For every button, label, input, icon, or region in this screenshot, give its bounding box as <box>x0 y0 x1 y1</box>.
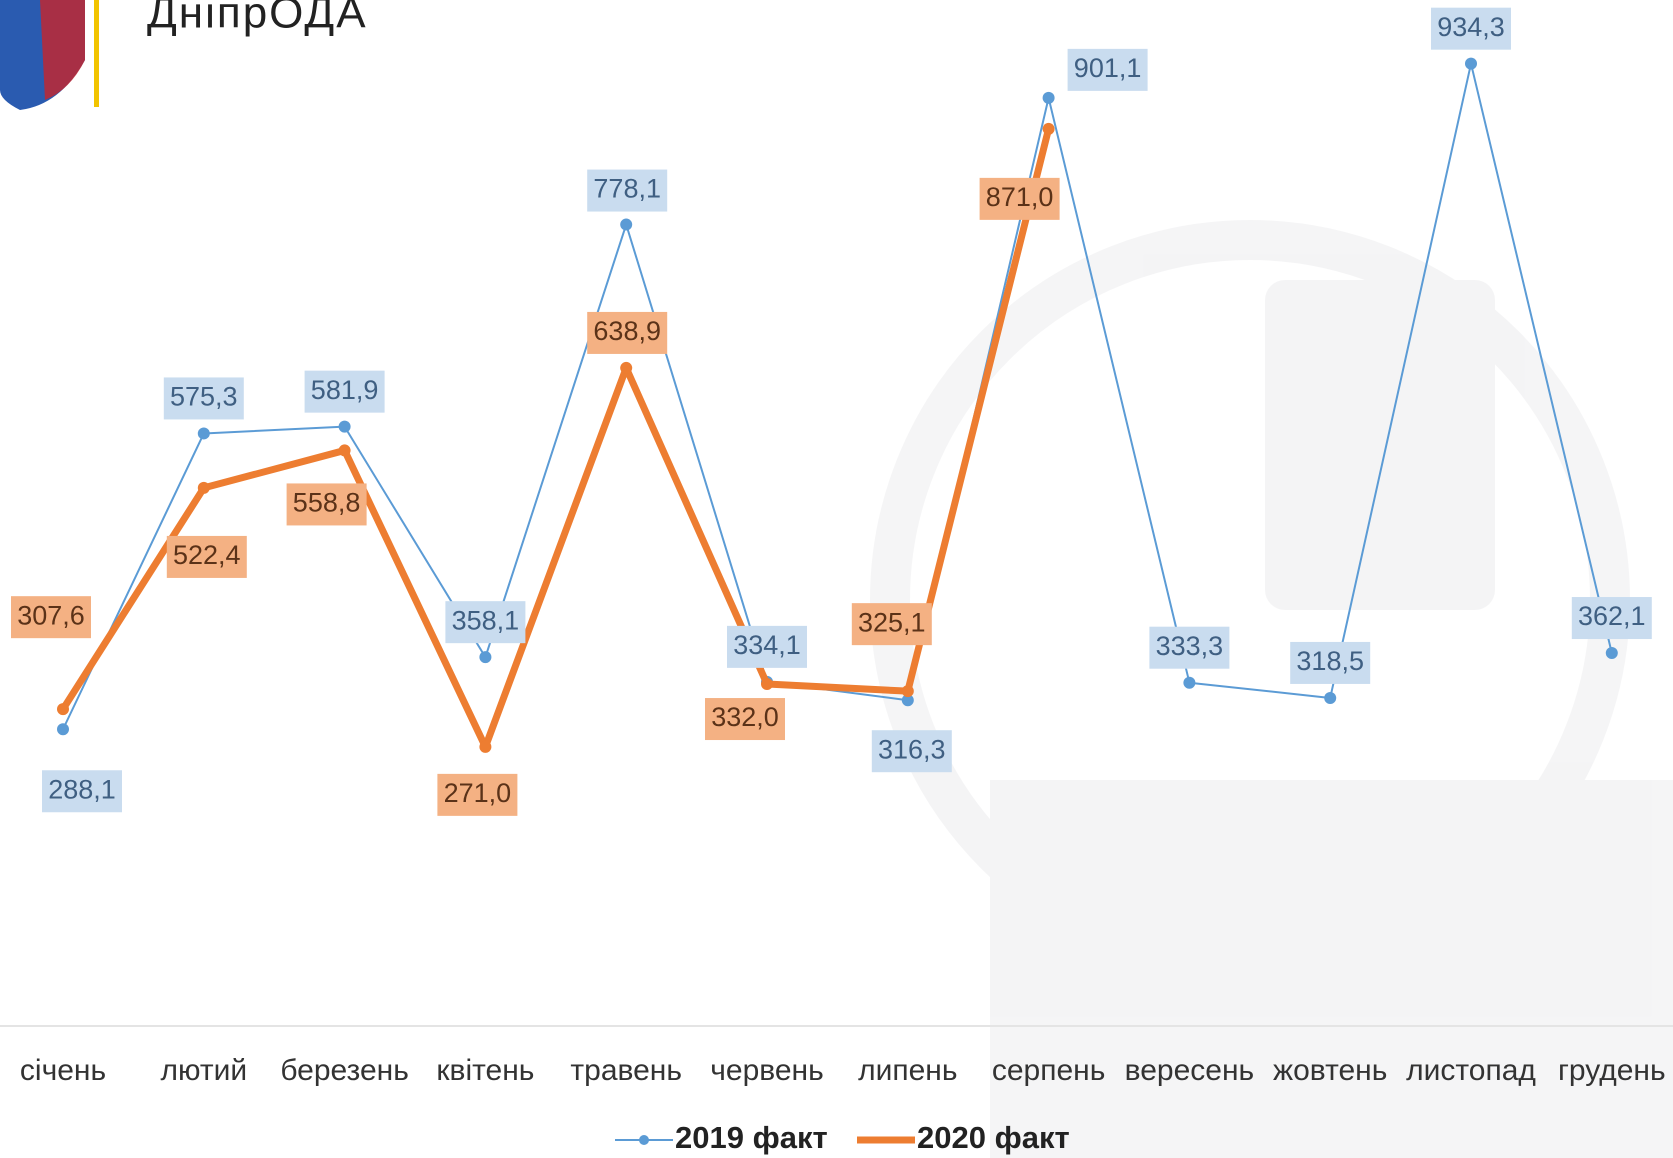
label-text: 871,0 <box>986 182 1054 212</box>
label-text: 316,3 <box>878 734 946 764</box>
data-label: 358,1 <box>445 601 526 644</box>
series-point <box>1042 122 1055 135</box>
label-text: 318,5 <box>1296 646 1364 676</box>
label-box <box>437 773 518 816</box>
label-box <box>727 625 807 668</box>
x-tick-label: листопад <box>1406 1054 1536 1087</box>
x-tick-label: січень <box>20 1054 106 1087</box>
label-box <box>705 698 785 741</box>
label-box <box>1571 597 1652 640</box>
data-label: 778,1 <box>587 169 668 212</box>
data-label: 522,4 <box>166 535 247 578</box>
series-point <box>901 694 914 707</box>
label-box <box>304 370 385 413</box>
label-box <box>42 770 122 813</box>
data-label: 334,1 <box>727 625 807 668</box>
data-label: 871,0 <box>979 177 1060 220</box>
series-point <box>479 651 492 664</box>
x-tick-label: квітень <box>436 1054 534 1087</box>
data-label: 934,3 <box>1431 7 1511 50</box>
label-box <box>587 169 668 212</box>
x-tick-label: жовтень <box>1273 1054 1387 1087</box>
label-text: 332,0 <box>711 702 779 732</box>
label-text: 778,1 <box>593 174 661 204</box>
data-label: 325,1 <box>851 603 932 646</box>
data-label: 362,1 <box>1571 597 1652 640</box>
label-box <box>163 377 244 420</box>
data-label: 307,6 <box>11 596 91 639</box>
label-box <box>1149 626 1230 669</box>
series-point <box>479 740 492 753</box>
series-point <box>1465 57 1477 70</box>
label-box <box>166 535 247 578</box>
label-box <box>1067 48 1148 91</box>
label-box <box>871 730 952 773</box>
series-point <box>338 444 351 457</box>
series-point <box>901 685 914 698</box>
legend-label: 2020 факт <box>917 1120 1070 1155</box>
label-text: 362,1 <box>1578 601 1646 631</box>
series-point <box>338 420 351 433</box>
label-text: 901,1 <box>1074 53 1142 83</box>
label-text: 638,9 <box>593 316 661 346</box>
label-box <box>587 311 668 354</box>
x-tick-label: березень <box>280 1054 409 1087</box>
series-point <box>620 218 633 231</box>
header-title: ДніпрОДА <box>147 0 368 38</box>
label-text: 288,1 <box>48 774 116 804</box>
series-point <box>57 723 69 736</box>
label-text: 581,9 <box>311 375 379 405</box>
series-point <box>57 703 69 716</box>
series-point <box>197 427 210 440</box>
data-label: 316,3 <box>871 730 952 773</box>
legend-label: 2019 факт <box>675 1120 828 1155</box>
logo <box>0 0 99 110</box>
watermark <box>870 220 1673 1158</box>
label-box <box>979 177 1060 220</box>
label-text: 334,1 <box>733 630 801 660</box>
data-label: 638,9 <box>587 311 668 354</box>
label-text: 333,3 <box>1156 631 1224 661</box>
label-text: 271,0 <box>444 778 512 808</box>
data-label: 558,8 <box>286 483 367 526</box>
label-text: 934,3 <box>1437 12 1505 42</box>
x-tick-label: грудень <box>1558 1054 1666 1087</box>
label-text: 575,3 <box>170 382 238 412</box>
label-box <box>445 601 526 644</box>
label-text: 558,8 <box>293 488 361 518</box>
data-label: 581,9 <box>304 370 385 413</box>
series-point <box>197 481 210 494</box>
x-tick-label: червень <box>710 1054 823 1087</box>
series-point <box>1324 691 1337 704</box>
series-point <box>1042 91 1055 104</box>
label-text: 325,1 <box>858 607 926 637</box>
label-box <box>1431 7 1511 50</box>
label-text: 522,4 <box>173 540 241 570</box>
label-box <box>11 596 91 639</box>
data-label: 332,0 <box>705 698 785 741</box>
x-tick-label: лютий <box>160 1054 247 1087</box>
data-label: 575,3 <box>163 377 244 420</box>
series-point <box>761 678 773 691</box>
data-label: 318,5 <box>1290 641 1371 684</box>
label-text: 307,6 <box>17 600 85 630</box>
label-box <box>286 483 367 526</box>
x-tick-label: травень <box>570 1054 682 1087</box>
label-text: 358,1 <box>452 605 520 635</box>
series-point <box>620 361 633 374</box>
data-label: 271,0 <box>437 773 518 816</box>
label-box <box>1290 641 1371 684</box>
data-label: 333,3 <box>1149 626 1230 669</box>
legend-marker <box>639 1135 649 1145</box>
label-box <box>851 603 932 646</box>
data-label: 288,1 <box>42 770 122 813</box>
x-tick-label: липень <box>858 1054 957 1087</box>
series-line <box>60 128 1052 751</box>
x-tick-label: вересень <box>1125 1054 1255 1087</box>
x-tick-label: серпень <box>992 1054 1106 1087</box>
series-point <box>1183 676 1196 689</box>
series-point <box>1605 647 1618 660</box>
data-label: 901,1 <box>1067 48 1148 91</box>
